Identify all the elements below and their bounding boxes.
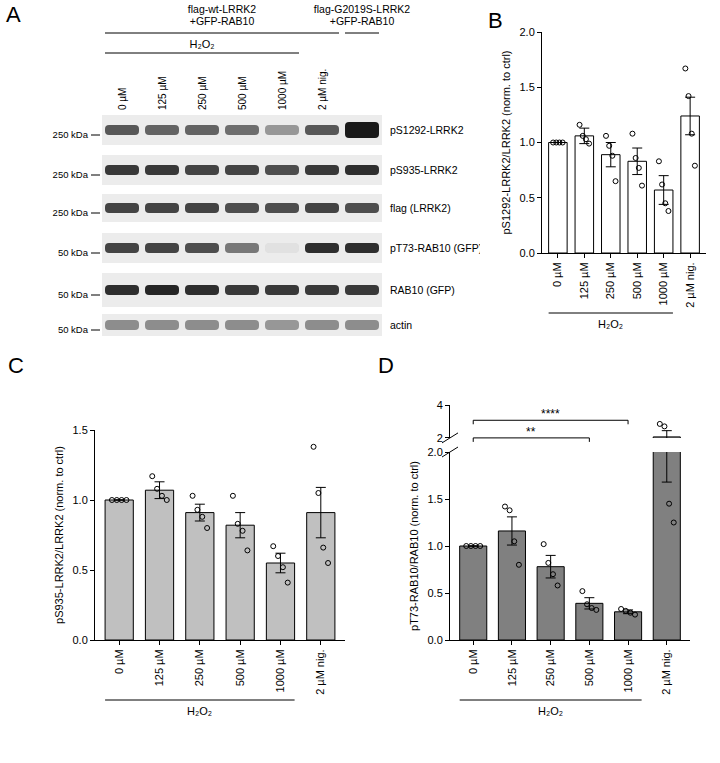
svg-text:+GFP-RAB10: +GFP-RAB10 (190, 15, 255, 27)
svg-text:125 µM: 125 µM (506, 649, 518, 686)
svg-text:1000 µM: 1000 µM (274, 649, 286, 692)
svg-text:500 µM: 500 µM (583, 649, 595, 686)
svg-text:pS935-LRRK2/LRRK2 (norm. to ct: pS935-LRRK2/LRRK2 (norm. to ctrl) (53, 446, 65, 624)
svg-text:0.5: 0.5 (428, 587, 443, 599)
svg-text:4: 4 (437, 399, 443, 411)
svg-text:1.5: 1.5 (73, 424, 88, 436)
svg-text:1000 µM: 1000 µM (277, 71, 288, 110)
svg-text:250 µM: 250 µM (193, 649, 205, 686)
svg-text:50 kDa: 50 kDa (58, 247, 89, 258)
svg-text:0.0: 0.0 (520, 247, 535, 259)
svg-text:**: ** (526, 425, 536, 439)
svg-text:pT73-RAB10/RAB10 (norm. to ctr: pT73-RAB10/RAB10 (norm. to ctrl) (408, 461, 420, 631)
svg-text:2 µM nig.: 2 µM nig. (314, 649, 326, 694)
svg-text:125 µM: 125 µM (153, 649, 165, 686)
svg-text:1.0: 1.0 (73, 494, 88, 506)
svg-text:pS1292-LRRK2: pS1292-LRRK2 (390, 124, 464, 136)
svg-text:2.0: 2.0 (428, 446, 443, 458)
svg-text:flag-G2019S-LRRK2: flag-G2019S-LRRK2 (314, 3, 410, 15)
svg-text:flag-wt-LRRK2: flag-wt-LRRK2 (188, 3, 256, 15)
svg-text:D: D (378, 353, 394, 378)
svg-text:1.5: 1.5 (520, 81, 535, 93)
svg-text:0 µM: 0 µM (551, 262, 563, 287)
svg-text:RAB10 (GFP): RAB10 (GFP) (390, 284, 455, 296)
svg-text:A: A (6, 2, 21, 27)
svg-text:250 µM: 250 µM (604, 262, 616, 299)
svg-text:0 µM: 0 µM (467, 649, 479, 674)
svg-text:2 µM nig.: 2 µM nig. (317, 69, 328, 110)
svg-text:1.5: 1.5 (428, 493, 443, 505)
svg-text:1000 µM: 1000 µM (622, 649, 634, 692)
svg-text:pS935-LRRK2: pS935-LRRK2 (390, 164, 458, 176)
svg-text:+GFP-RAB10: +GFP-RAB10 (330, 15, 395, 27)
svg-text:H₂O₂: H₂O₂ (598, 318, 623, 330)
svg-text:250 µM: 250 µM (197, 76, 208, 110)
svg-text:1000 µM: 1000 µM (657, 262, 669, 305)
svg-text:0.0: 0.0 (428, 634, 443, 646)
svg-text:2 µM nig.: 2 µM nig. (684, 262, 696, 307)
svg-text:250 kDa: 250 kDa (53, 169, 89, 180)
svg-text:500 µM: 500 µM (234, 649, 246, 686)
svg-text:250 kDa: 250 kDa (53, 129, 89, 140)
svg-text:0 µM: 0 µM (117, 88, 128, 110)
svg-text:H₂O₂: H₂O₂ (189, 38, 214, 50)
svg-text:50 kDa: 50 kDa (58, 324, 89, 335)
svg-text:B: B (488, 8, 503, 33)
svg-text:50 kDa: 50 kDa (58, 289, 89, 300)
svg-text:2: 2 (437, 432, 443, 444)
svg-text:flag (LRRK2): flag (LRRK2) (390, 202, 451, 214)
svg-text:H₂O₂: H₂O₂ (538, 705, 563, 717)
svg-text:****: **** (541, 407, 560, 421)
svg-text:2.0: 2.0 (520, 26, 535, 38)
svg-text:0.5: 0.5 (520, 192, 535, 204)
svg-text:250 kDa: 250 kDa (53, 207, 89, 218)
svg-text:0 µM: 0 µM (113, 649, 125, 674)
svg-text:1.0: 1.0 (428, 540, 443, 552)
svg-text:250 µM: 250 µM (544, 649, 556, 686)
svg-text:2 µM nig.: 2 µM nig. (660, 649, 672, 694)
svg-text:0.0: 0.0 (73, 634, 88, 646)
svg-text:125 µM: 125 µM (578, 262, 590, 299)
svg-text:C: C (8, 353, 24, 378)
svg-text:500 µM: 500 µM (237, 76, 248, 110)
svg-text:500 µM: 500 µM (631, 262, 643, 299)
svg-text:H₂O₂: H₂O₂ (187, 705, 212, 717)
svg-text:pS1292-LRRK2/LRRK2 (norm. to c: pS1292-LRRK2/LRRK2 (norm. to ctrl) (500, 50, 512, 234)
svg-text:1.0: 1.0 (520, 136, 535, 148)
svg-text:pT73-RAB10 (GFP): pT73-RAB10 (GFP) (390, 242, 480, 254)
svg-text:125 µM: 125 µM (157, 76, 168, 110)
svg-text:actin: actin (390, 319, 412, 331)
svg-text:0.5: 0.5 (73, 564, 88, 576)
